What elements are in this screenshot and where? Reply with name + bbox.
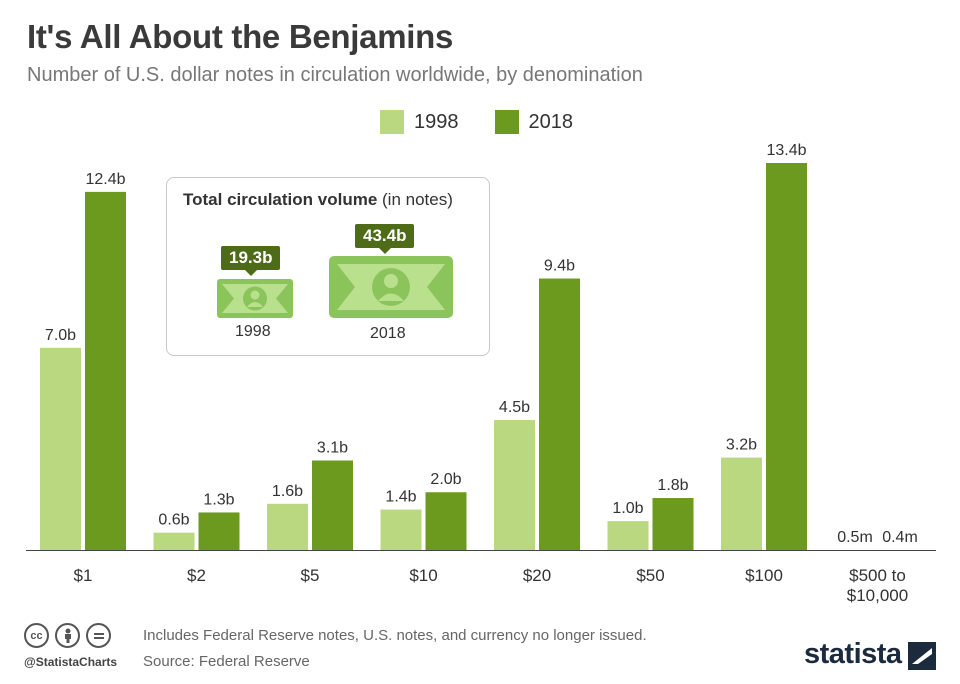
data-label-1998-6: 3.2b <box>726 437 757 454</box>
inset-title-rest: (in notes) <box>377 190 453 209</box>
bar-2018-0 <box>85 191 126 550</box>
category-label-2: $5 <box>301 566 320 585</box>
data-label-1998-3: 1.4b <box>385 489 416 506</box>
cc-icon: cc <box>24 623 49 648</box>
data-label-2018-0: 12.4b <box>85 171 125 188</box>
bar-1998-6 <box>721 457 762 550</box>
category-label-7: $10,000 <box>847 586 908 605</box>
bar-1998-5 <box>607 521 649 550</box>
bar-1998-0 <box>40 347 81 550</box>
social-handle[interactable]: @StatistaCharts <box>24 655 118 669</box>
data-label-2018-7: 0.4m <box>882 529 918 546</box>
category-label-5: $50 <box>636 566 664 585</box>
bar-2018-6 <box>766 163 807 550</box>
legend-label-1998: 1998 <box>414 110 459 133</box>
total-volume-inset: Total circulation volume (in notes) 19.3… <box>166 177 490 356</box>
data-label-1998-4: 4.5b <box>499 399 530 416</box>
legend-item-1998: 1998 <box>380 110 459 134</box>
inset-title: Total circulation volume (in notes) <box>183 190 453 210</box>
chart-subtitle: Number of U.S. dollar notes in circulati… <box>27 64 643 86</box>
category-label-4: $20 <box>523 566 551 585</box>
legend-item-2018: 2018 <box>494 110 574 134</box>
total-2018-tag: 43.4b <box>355 224 415 254</box>
bar-2018-3 <box>425 492 467 550</box>
data-label-1998-0: 7.0b <box>45 327 76 344</box>
bar-1998-4 <box>494 420 535 550</box>
statista-logo-icon <box>908 642 936 670</box>
category-label-0: $1 <box>74 566 93 585</box>
chart-title: It's All About the Benjamins <box>27 18 454 55</box>
data-label-2018-1: 1.3b <box>203 491 234 508</box>
data-label-2018-6: 13.4b <box>766 142 806 159</box>
legend-swatch-2018 <box>494 110 519 134</box>
category-label-1: $2 <box>187 566 206 585</box>
category-label-6: $100 <box>745 566 783 585</box>
bar-2018-4 <box>539 278 580 550</box>
total-1998-tag: 19.3b <box>221 246 281 276</box>
banknote-large-icon <box>329 256 453 318</box>
data-label-1998-1: 0.6b <box>158 512 189 529</box>
bar-2018-5 <box>652 498 694 550</box>
attribution-icon <box>55 623 80 648</box>
inset-year-1998: 1998 <box>235 323 271 340</box>
data-label-2018-4: 9.4b <box>544 258 575 275</box>
footer-source: Source: Federal Reserve <box>143 653 310 670</box>
bar-2018-2 <box>312 460 353 550</box>
no-derivatives-icon <box>86 623 111 648</box>
category-label-7: $500 to <box>849 566 906 585</box>
data-label-1998-7: 0.5m <box>837 529 873 546</box>
data-label-1998-2: 1.6b <box>272 483 303 500</box>
category-label-3: $10 <box>409 566 437 585</box>
statista-logo-text[interactable]: statista <box>804 638 902 670</box>
data-label-1998-5: 1.0b <box>612 500 643 517</box>
legend-label-2018: 2018 <box>528 110 574 133</box>
license-icons: cc <box>24 623 111 648</box>
bar-1998-3 <box>380 509 422 550</box>
data-label-2018-5: 1.8b <box>657 477 688 494</box>
legend-swatch-1998 <box>380 110 404 134</box>
inset-title-bold: Total circulation volume <box>183 190 378 209</box>
legend: 1998 2018 <box>380 110 573 134</box>
data-label-2018-2: 3.1b <box>317 439 348 456</box>
bar-1998-1 <box>153 532 195 550</box>
bar-1998-2 <box>267 503 308 550</box>
footer-note: Includes Federal Reserve notes, U.S. not… <box>143 627 647 644</box>
banknote-small-icon <box>217 279 293 318</box>
bar-2018-1 <box>198 512 240 550</box>
inset-year-2018: 2018 <box>370 325 406 342</box>
data-label-2018-3: 2.0b <box>430 471 461 488</box>
